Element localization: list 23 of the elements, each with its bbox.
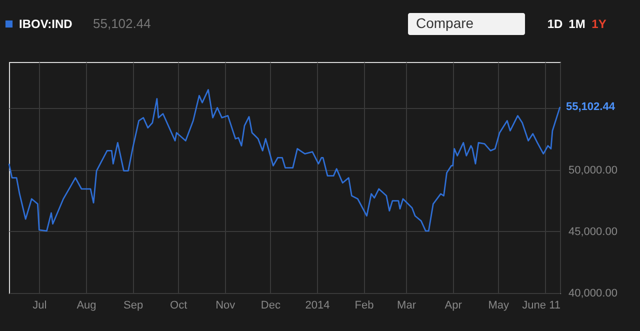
x-tick-label: Feb [354, 300, 374, 312]
x-tick-label: Sep [123, 300, 144, 312]
y-tick-label: 40,000.00 [568, 288, 618, 300]
y-tick-label: 50,000.00 [568, 164, 618, 176]
annotation: 55,102.44 [566, 100, 616, 113]
y-tick-label: 45,000.00 [568, 226, 618, 238]
x-tick-label: Jul [32, 300, 47, 312]
line-series [8, 89, 561, 232]
x-tick-label: Apr [444, 300, 462, 312]
text: Compare [416, 15, 474, 31]
x-tick-label: May [488, 300, 510, 312]
x-tick-label: Oct [170, 300, 188, 312]
text: 1D [547, 17, 563, 31]
chart-subtitle: 55,102.44 [93, 16, 151, 31]
x-tick-label: Aug [76, 300, 96, 312]
text: 1Y [592, 17, 606, 31]
x-tick-label: Dec [260, 300, 281, 312]
legend-label: IBOV:IND [19, 17, 73, 31]
x-tick-label: June 11 [522, 300, 560, 312]
x-tick-label: 2014 [305, 300, 330, 312]
x-tick-label: Mar [397, 300, 416, 312]
text: 1M [568, 17, 586, 31]
x-tick-label: Nov [216, 300, 236, 312]
